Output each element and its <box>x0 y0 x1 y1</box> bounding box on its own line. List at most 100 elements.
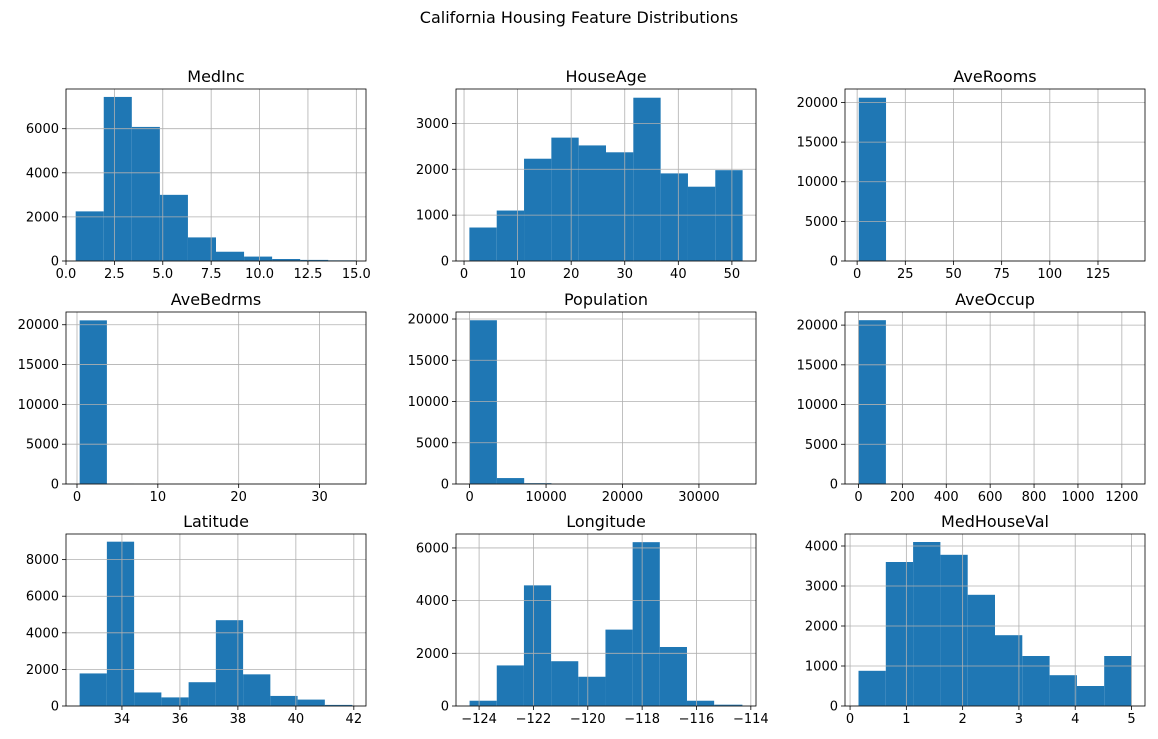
histogram-bar <box>187 237 216 261</box>
subplot-aveoccup: 0 200 400 600 800 1000 1200 0 5000 10000 15000 2000… <box>797 290 1146 505</box>
x-tick-label: −124 <box>461 712 497 727</box>
y-tick-label: 15000 <box>408 354 449 369</box>
y-tick-label: 10000 <box>18 398 59 413</box>
y-tick-label: 0 <box>830 255 838 270</box>
y-tick-label: 20000 <box>797 96 838 111</box>
x-tick-label: 400 <box>934 490 959 505</box>
x-tick-label: −120 <box>570 712 606 727</box>
histogram-bar <box>159 194 188 261</box>
histogram-bar <box>272 259 301 261</box>
histogram-bar <box>1022 656 1050 706</box>
histogram-bar <box>324 704 353 706</box>
x-tick-label: 10000 <box>525 490 566 505</box>
axes-frame <box>455 88 757 262</box>
subplot-medinc: 0.0 2.5 5.0 7.5 10.0 12.5 15.0 0 2000 4000 6000 Med… <box>26 67 371 282</box>
x-tick-label: 5.0 <box>152 267 173 282</box>
y-tick-label: 10000 <box>797 175 838 190</box>
subplot-averooms: 0 25 50 75 100 125 0 5000 10000 15000 20000 AveRoom… <box>797 67 1146 282</box>
histogram-bar <box>496 210 525 261</box>
subplot-title: MedHouseVal <box>941 512 1049 531</box>
histogram-bar <box>551 137 579 261</box>
histogram-bar <box>75 211 104 261</box>
histogram-bar <box>103 96 132 261</box>
y-tick-label: 20000 <box>408 313 449 328</box>
histogram-bar <box>858 670 886 706</box>
y-tick-label: 2000 <box>416 163 449 178</box>
histogram-bar <box>524 483 552 484</box>
histogram-bar <box>687 186 716 261</box>
x-tick-label: 42 <box>346 712 363 727</box>
x-tick-label: 75 <box>993 267 1010 282</box>
x-tick-label: 2 <box>958 712 966 727</box>
y-tick-label: 10000 <box>797 398 838 413</box>
x-tick-label: −114 <box>733 712 769 727</box>
x-tick-label: 3 <box>1015 712 1023 727</box>
y-tick-label: 4000 <box>416 594 449 609</box>
subplot-title: AveRooms <box>953 67 1036 86</box>
histogram-bar <box>714 704 743 706</box>
x-tick-label: 40 <box>288 712 305 727</box>
subplot-population: 0 10000 20000 30000 0 5000 10000 15000 20000 Popu… <box>408 290 757 505</box>
x-tick-label: 0 <box>465 490 473 505</box>
x-tick-label: 40 <box>670 267 687 282</box>
histogram-bar <box>161 697 189 706</box>
y-tick-label: 1000 <box>416 209 449 224</box>
histogram-bar <box>79 673 107 706</box>
histogram-bar <box>79 320 107 484</box>
histogram-bar <box>244 256 273 261</box>
histogram-bar <box>469 700 497 706</box>
y-tick-label: 0 <box>51 255 59 270</box>
x-tick-label: 0 <box>853 267 861 282</box>
y-tick-label: 6000 <box>416 541 449 556</box>
x-tick-label: 7.5 <box>201 267 222 282</box>
histogram-bar <box>106 541 135 706</box>
y-tick-label: 20000 <box>18 318 59 333</box>
y-tick-label: 4000 <box>805 540 838 555</box>
histogram-bar <box>216 251 245 261</box>
x-tick-label: 10 <box>509 267 526 282</box>
y-tick-label: 0 <box>830 700 838 715</box>
histogram-bar <box>243 674 271 706</box>
x-tick-label: 0 <box>73 490 81 505</box>
y-tick-label: 0 <box>441 255 449 270</box>
subplot-avebedrms: 0 10 20 30 0 5000 10000 15000 20000 AveBedrms <box>18 290 367 505</box>
x-tick-label: 1200 <box>1105 490 1138 505</box>
histogram-bar <box>632 542 660 706</box>
histogram-bar <box>131 126 160 261</box>
y-tick-label: 6000 <box>26 590 59 605</box>
histogram-bar <box>858 97 887 261</box>
y-tick-label: 5000 <box>26 438 59 453</box>
y-tick-label: 15000 <box>18 358 59 373</box>
x-tick-label: 0 <box>854 490 862 505</box>
y-tick-label: 2000 <box>26 663 59 678</box>
histogram-bar <box>496 665 524 706</box>
subplot-title: HouseAge <box>565 67 646 86</box>
axes-frame <box>65 88 367 262</box>
histogram-bar <box>885 562 914 706</box>
x-tick-label: 10.0 <box>245 267 274 282</box>
y-tick-label: 2000 <box>26 210 59 225</box>
x-tick-label: 30 <box>311 490 328 505</box>
x-tick-label: 30 <box>616 267 633 282</box>
x-tick-label: 600 <box>978 490 1003 505</box>
x-tick-label: 0 <box>846 712 854 727</box>
y-tick-label: 0 <box>441 700 449 715</box>
histogram-bar <box>469 320 497 484</box>
x-tick-label: 0 <box>460 267 468 282</box>
y-tick-label: 15000 <box>797 358 838 373</box>
axes-frame <box>65 533 367 707</box>
x-tick-label: 20 <box>230 490 247 505</box>
subplot-title: Latitude <box>183 512 249 531</box>
histogram-bar <box>940 554 968 706</box>
subplot-title: AveOccup <box>955 290 1035 309</box>
y-tick-label: 5000 <box>805 215 838 230</box>
histogram-bar <box>1049 675 1077 706</box>
y-tick-label: 0 <box>441 478 449 493</box>
x-tick-label: 38 <box>230 712 247 727</box>
histogram-bar <box>660 173 688 261</box>
x-tick-label: 1000 <box>1061 490 1094 505</box>
x-tick-label: 0.0 <box>56 267 77 282</box>
subplot-title: Longitude <box>566 512 646 531</box>
